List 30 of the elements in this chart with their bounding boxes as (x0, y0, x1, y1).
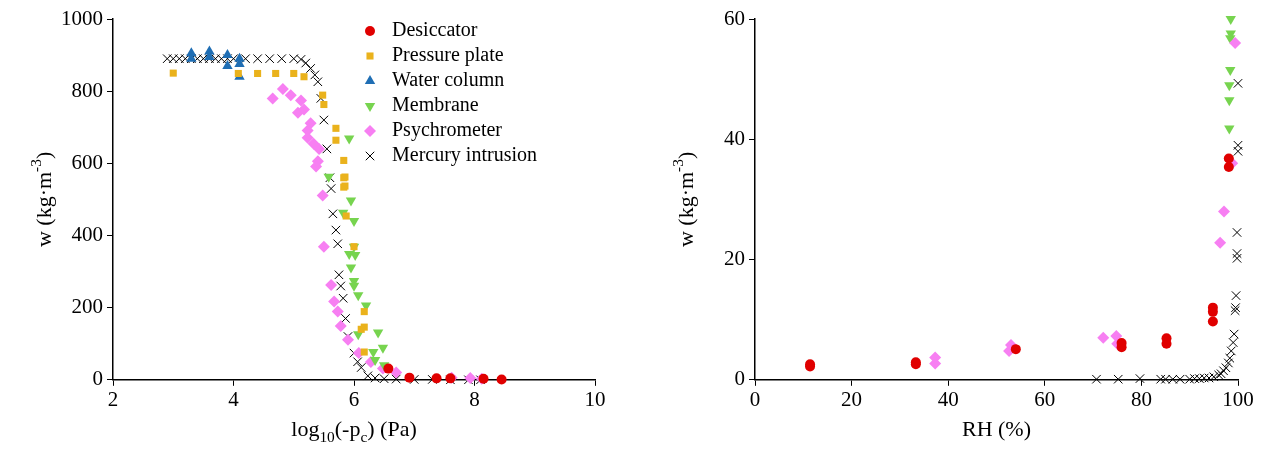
x-tick-label: 100 (1222, 386, 1254, 411)
y-tick-label: 200 (71, 294, 103, 319)
y-tick-label: 60 (724, 5, 745, 30)
y-tick-label: 20 (724, 246, 745, 271)
y-axis-title: w (kg·m-3) (669, 151, 698, 248)
x-tick-label: 0 (749, 386, 761, 411)
x-tick-label: 60 (1034, 386, 1056, 411)
legend-label: Membrane (392, 93, 479, 116)
legend-label: Mercury intrusion (392, 143, 537, 167)
x-tick-label: 2 (107, 386, 119, 411)
y-tick-label: 0 (92, 366, 103, 391)
x-axis-title: RH (%) (961, 415, 1032, 441)
x-tick-label: 4 (228, 386, 240, 411)
y-tick-label: 800 (71, 77, 103, 102)
x-tick-label: 40 (937, 386, 959, 411)
legend-label: Desiccator (392, 18, 478, 41)
x-tick-label: 8 (469, 386, 480, 411)
y-tick-label: 600 (71, 149, 103, 174)
y-tick-label: 1000 (61, 5, 103, 30)
x-tick-label: 10 (584, 386, 606, 411)
legend-label: Pressure plate (392, 43, 504, 67)
legend-label: Psychrometer (392, 118, 503, 142)
legend-label: Water column (392, 68, 505, 91)
x-tick-label: 20 (841, 386, 863, 411)
x-tick-label: 6 (348, 386, 360, 411)
y-tick-label: 0 (734, 366, 745, 391)
y-axis-title: w (kg·m-3) (27, 151, 56, 248)
x-tick-label: 80 (1130, 386, 1152, 411)
y-tick-label: 40 (724, 125, 745, 150)
y-tick-label: 400 (71, 222, 103, 246)
